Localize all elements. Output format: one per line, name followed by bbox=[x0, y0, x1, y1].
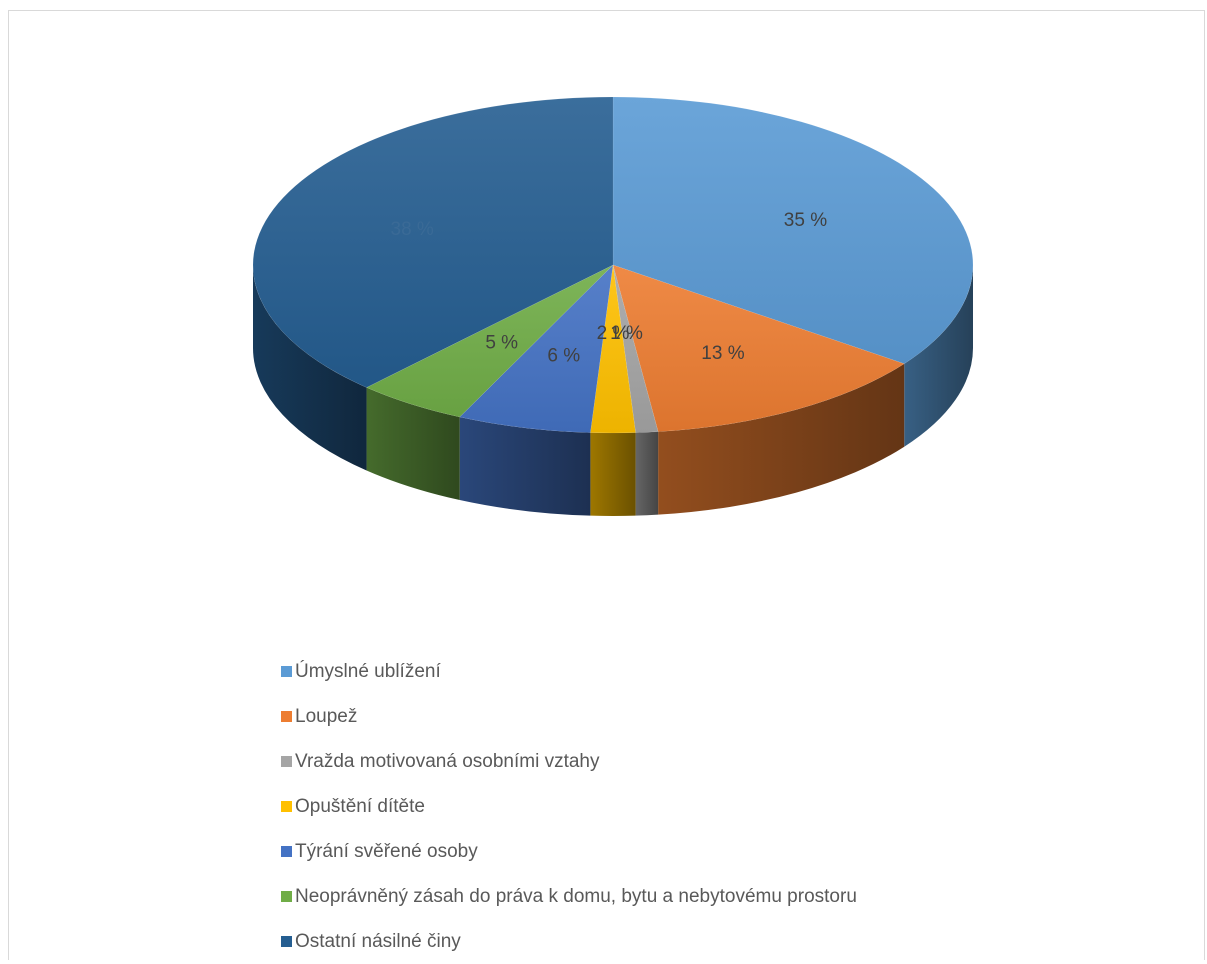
pie-slice bbox=[590, 264, 636, 434]
legend-item: Ostatní násilné činy bbox=[281, 919, 857, 964]
pie-side-faces bbox=[253, 265, 973, 516]
legend-item: Neoprávněný zásah do práva k domu, bytu … bbox=[281, 874, 857, 919]
legend-item: Úmyslné ublížení bbox=[281, 649, 857, 694]
pie-slice bbox=[612, 264, 659, 433]
legend-swatch bbox=[281, 756, 292, 767]
legend-label: Neoprávněný zásah do práva k domu, bytu … bbox=[295, 885, 857, 907]
pie-top-faces bbox=[252, 96, 974, 434]
chart-legend: Úmyslné ublížení Loupež Vražda motivovan… bbox=[281, 649, 857, 964]
pie-slice-side bbox=[635, 431, 659, 516]
legend-label: Loupež bbox=[295, 705, 358, 727]
pie-data-label: 35 % bbox=[784, 210, 827, 231]
legend-swatch bbox=[281, 801, 292, 812]
legend-swatch bbox=[281, 711, 292, 722]
pie-data-label: 1 % bbox=[610, 323, 643, 344]
legend-label: Týrání svěřené osoby bbox=[295, 840, 478, 862]
legend-item: Opuštění dítěte bbox=[281, 784, 857, 829]
pie-slice-side bbox=[366, 387, 460, 501]
pie-data-labels: 35 % 13 % 1 %2 % 6 % 5 % 38 % bbox=[391, 210, 828, 366]
pie-slice bbox=[612, 264, 905, 432]
pie-slice-side bbox=[459, 417, 591, 516]
legend-label: Opuštění dítěte bbox=[295, 795, 425, 817]
legend-item: Vražda motivovaná osobními vztahy bbox=[281, 739, 857, 784]
pie-data-label: 2 % bbox=[597, 323, 630, 344]
chart-area: 35 % 13 % 1 % 2 % 6 % 5 % 38 % Úmyslné ublížen… bbox=[8, 10, 1205, 960]
pie-slice-side bbox=[253, 265, 367, 471]
pie-data-label: 38 % bbox=[391, 219, 434, 240]
pie-slice bbox=[612, 96, 974, 365]
pie-slice-side bbox=[658, 363, 905, 515]
legend-item: Týrání svěřené osoby bbox=[281, 829, 857, 874]
legend-swatch bbox=[281, 846, 292, 857]
pie-data-label: 6 % bbox=[547, 345, 580, 366]
legend-swatch bbox=[281, 891, 292, 902]
pie-chart: 35 % 13 % 1 %2 % 6 % 5 % 38 % bbox=[252, 96, 974, 516]
pie-slice-side bbox=[590, 432, 636, 516]
legend-label: Vražda motivovaná osobními vztahy bbox=[295, 750, 600, 772]
pie-slice bbox=[459, 264, 614, 433]
pie-data-label: 5 % bbox=[485, 332, 518, 353]
legend-swatch bbox=[281, 936, 292, 947]
pie-data-label: 13 % bbox=[701, 343, 744, 364]
legend-swatch bbox=[281, 666, 292, 677]
legend-label: Úmyslné ublížení bbox=[295, 660, 441, 682]
pie-slice-side bbox=[904, 265, 973, 447]
legend-label: Ostatní násilné činy bbox=[295, 930, 461, 952]
pie-slice bbox=[365, 264, 614, 418]
legend-item: Loupež bbox=[281, 694, 857, 739]
pie-slice bbox=[252, 96, 614, 388]
